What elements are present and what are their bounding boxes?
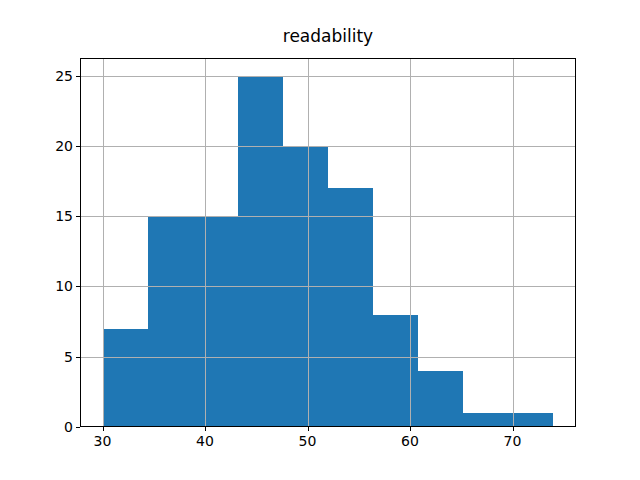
histogram-bar xyxy=(418,371,463,427)
x-tick-label: 40 xyxy=(196,433,214,449)
x-tick-mark xyxy=(410,427,411,431)
x-gridline xyxy=(410,58,411,427)
y-gridline xyxy=(80,76,576,77)
x-gridline xyxy=(205,58,206,427)
x-tick-mark xyxy=(103,427,104,431)
histogram-bar xyxy=(103,329,148,427)
histogram-bar xyxy=(373,315,418,428)
x-tick-mark xyxy=(513,427,514,431)
x-tick-label: 50 xyxy=(299,433,317,449)
y-tick-label: 10 xyxy=(0,278,73,294)
histogram-bar xyxy=(193,216,238,427)
x-tick-mark xyxy=(205,427,206,431)
histogram-bar xyxy=(328,188,373,427)
y-gridline xyxy=(80,216,576,217)
y-tick-label: 20 xyxy=(0,138,73,154)
y-tick-mark xyxy=(76,427,80,428)
plot-area xyxy=(80,58,576,427)
x-tick-mark xyxy=(308,427,309,431)
histogram-bar xyxy=(148,216,193,427)
figure: readability 30 40 50 60 70 0 5 10 15 20 25 xyxy=(0,0,640,480)
x-gridline xyxy=(103,58,104,427)
y-gridline xyxy=(80,286,576,287)
y-tick-label: 25 xyxy=(0,68,73,84)
y-gridline xyxy=(80,146,576,147)
x-tick-label: 70 xyxy=(504,433,522,449)
histogram-bar xyxy=(238,76,283,427)
x-tick-label: 60 xyxy=(401,433,419,449)
histogram-bar xyxy=(463,413,508,427)
x-tick-label: 30 xyxy=(94,433,112,449)
histogram-bar xyxy=(508,413,553,427)
y-gridline xyxy=(80,357,576,358)
x-gridline xyxy=(308,58,309,427)
y-tick-label: 15 xyxy=(0,208,73,224)
y-tick-label: 5 xyxy=(0,349,73,365)
chart-title: readability xyxy=(80,26,576,46)
x-gridline xyxy=(513,58,514,427)
y-tick-label: 0 xyxy=(0,419,73,435)
